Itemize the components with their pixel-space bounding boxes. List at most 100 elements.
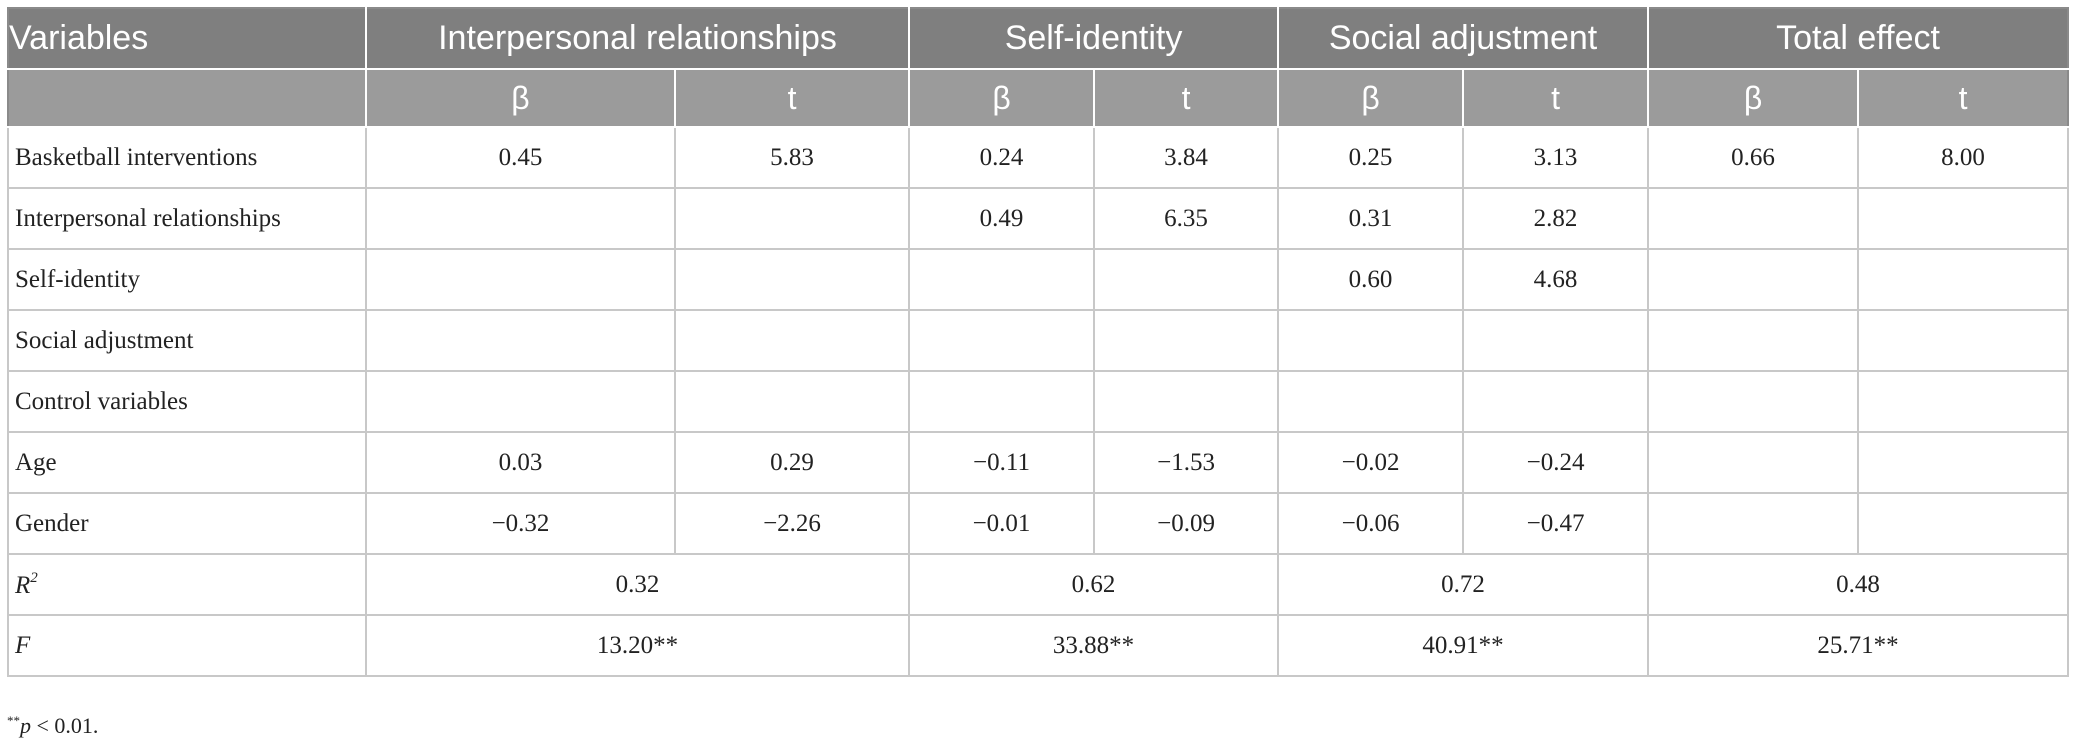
table-cell (1647, 248, 1860, 311)
r-squared-value: 0.32 (364, 553, 911, 616)
table-cell: 0.03 (365, 431, 676, 494)
table-cell (673, 248, 911, 311)
beta-header: β (1647, 68, 1860, 128)
header-row-stats: β t β t β t β t (7, 68, 2070, 128)
table-cell (1857, 370, 2070, 433)
table-cell: −0.01 (908, 492, 1096, 555)
table-cell: 3.13 (1462, 126, 1650, 189)
variables-header: Variables (7, 7, 367, 70)
table-cell: 3.84 (1093, 126, 1280, 189)
row-label: Interpersonal relationships (7, 187, 367, 250)
table-cell (1857, 309, 2070, 372)
table-cell (365, 309, 676, 372)
table-cell: 8.00 (1857, 126, 2070, 189)
footnote-stars: ** (7, 713, 20, 728)
group-header-total-effect: Total effect (1647, 7, 2070, 70)
table-cell (673, 187, 911, 250)
table-cell: 0.31 (1277, 187, 1465, 250)
group-header-interpersonal-relationships: Interpersonal relationships (364, 7, 911, 70)
table-cell: 0.24 (908, 126, 1096, 189)
table-cell (1093, 370, 1280, 433)
r-squared-value: 0.62 (908, 553, 1280, 616)
table-cell: −0.47 (1462, 492, 1650, 555)
table-cell (365, 187, 676, 250)
table-row: Social adjustment (7, 309, 2070, 372)
t-header: t (1857, 68, 2070, 128)
table-cell: 4.68 (1462, 248, 1650, 311)
t-header: t (673, 68, 911, 128)
table-cell: 0.45 (365, 126, 676, 189)
table-cell (673, 309, 911, 372)
table-cell: 0.29 (673, 431, 911, 494)
r-squared-value: 0.48 (1647, 553, 2070, 616)
table-body: Variables Interpersonal relationships Se… (7, 7, 2070, 677)
f-statistic-value: 25.71** (1647, 614, 2070, 677)
regression-table: Variables Interpersonal relationships Se… (7, 7, 2070, 677)
table-row: Interpersonal relationships 0.49 6.35 0.… (7, 187, 2070, 250)
table-cell (1857, 248, 2070, 311)
table-cell (1462, 309, 1650, 372)
table-cell (1093, 309, 1280, 372)
table-cell: 0.66 (1647, 126, 1860, 189)
t-header: t (1462, 68, 1650, 128)
table-cell (1093, 248, 1280, 311)
header-row-groups: Variables Interpersonal relationships Se… (7, 7, 2070, 70)
r-squared-label: R2 (7, 553, 367, 616)
table-cell (1462, 370, 1650, 433)
beta-header: β (365, 68, 676, 128)
f-statistic-value: 13.20** (364, 614, 911, 677)
table-cell (1857, 187, 2070, 250)
table-cell (1647, 492, 1860, 555)
footnote-p: p (20, 713, 31, 738)
table-cell: −0.24 (1462, 431, 1650, 494)
table-cell: 0.25 (1277, 126, 1465, 189)
row-label: Basketball interventions (7, 126, 367, 189)
table-cell: −0.06 (1277, 492, 1465, 555)
table-cell: −2.26 (673, 492, 911, 555)
r-squared-value: 0.72 (1277, 553, 1650, 616)
row-label: Social adjustment (7, 309, 367, 372)
row-label: Gender (7, 492, 367, 555)
table-row: Self-identity 0.60 4.68 (7, 248, 2070, 311)
table-footnote: **p < 0.01. (7, 713, 98, 739)
group-header-social-adjustment: Social adjustment (1277, 7, 1650, 70)
table-row: Basketball interventions 0.45 5.83 0.24 … (7, 126, 2070, 189)
f-statistic-value: 40.91** (1277, 614, 1650, 677)
beta-header: β (908, 68, 1096, 128)
group-header-self-identity: Self-identity (908, 7, 1280, 70)
r-squared-superscript: 2 (30, 569, 38, 586)
table-cell (908, 248, 1096, 311)
r-squared-symbol: R (15, 571, 31, 599)
table-cell (908, 370, 1096, 433)
table-row: Gender −0.32 −2.26 −0.01 −0.09 −0.06 −0.… (7, 492, 2070, 555)
table-cell: 5.83 (673, 126, 911, 189)
table-cell (1647, 187, 1860, 250)
table-cell: 0.49 (908, 187, 1096, 250)
header-blank-cell (7, 68, 367, 128)
footnote-text: < 0.01. (31, 713, 99, 738)
table-cell: −0.11 (908, 431, 1096, 494)
table-cell (1277, 309, 1465, 372)
row-label: Control variables (7, 370, 367, 433)
row-label: Self-identity (7, 248, 367, 311)
table-cell (1647, 370, 1860, 433)
f-statistic-row: F 13.20** 33.88** 40.91** 25.71** (7, 614, 2070, 677)
table-cell: −0.32 (365, 492, 676, 555)
table-cell (365, 370, 676, 433)
f-statistic-value: 33.88** (908, 614, 1280, 677)
table-cell (908, 309, 1096, 372)
table-cell (1647, 431, 1860, 494)
table-cell: 6.35 (1093, 187, 1280, 250)
table-cell: −0.09 (1093, 492, 1280, 555)
table-cell: 2.82 (1462, 187, 1650, 250)
table-cell: −0.02 (1277, 431, 1465, 494)
t-header: t (1093, 68, 1280, 128)
table-cell (1277, 370, 1465, 433)
row-label: Age (7, 431, 367, 494)
table-cell (673, 370, 911, 433)
table-cell: 0.60 (1277, 248, 1465, 311)
table-row: Age 0.03 0.29 −0.11 −1.53 −0.02 −0.24 (7, 431, 2070, 494)
f-statistic-label: F (7, 614, 367, 677)
table-cell (365, 248, 676, 311)
table-cell (1857, 431, 2070, 494)
